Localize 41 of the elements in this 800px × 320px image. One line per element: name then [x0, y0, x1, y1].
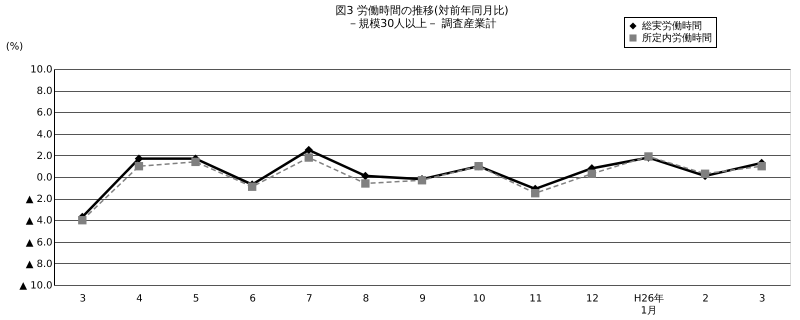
x-tick-label: 9 — [419, 294, 426, 304]
point — [758, 162, 766, 170]
x-tick-label: 3 — [80, 294, 86, 304]
x-tick-label: 5 — [192, 294, 200, 304]
y-tick-label: ▲ 4.0 — [26, 216, 52, 227]
x-tick-label: H26年 1月 — [634, 292, 664, 316]
point — [134, 154, 144, 163]
y-tick-label: ▲ 2.0 — [26, 194, 52, 206]
y-tick-label: ▲ 8.0 — [26, 258, 52, 270]
point — [361, 172, 370, 180]
legend-label: 所定内労働時間 — [642, 32, 712, 44]
point — [248, 182, 256, 191]
y-tick-label: 4.0 — [36, 129, 52, 140]
y-tick-label: 10.0 — [30, 64, 52, 76]
x-tick-label: 2 — [702, 294, 709, 304]
point — [361, 179, 370, 188]
y-tick-label: ▲ 6.0 — [26, 237, 52, 248]
point — [304, 153, 313, 162]
x-tick-label: 4 — [136, 294, 143, 304]
point — [531, 189, 540, 198]
legend-label: 総実労働時間 — [641, 20, 702, 32]
x-tick-label: 6 — [249, 294, 256, 304]
y-tick-label: 0.0 — [36, 172, 52, 184]
x-tick-label: 10 — [472, 294, 486, 304]
y-tick-label: ▲ 10.0 — [19, 280, 52, 292]
point — [700, 170, 710, 178]
point — [134, 162, 144, 170]
y-tick-label: 8.0 — [36, 86, 52, 98]
x-tick-label: 3 — [759, 294, 766, 304]
point — [191, 158, 200, 166]
x-tick-label: 12 — [586, 294, 599, 304]
y-tick-label: 2.0 — [36, 150, 52, 162]
y-axis-title: (%) — [6, 42, 24, 52]
y-tick-label: 6.0 — [36, 108, 52, 119]
chart-title: 図3 労働時間の推移(対前年同月比) －規模30人以上－ 調査産業計 — [335, 4, 509, 30]
x-tick-label: 8 — [362, 294, 370, 304]
point — [304, 146, 313, 154]
point — [78, 216, 86, 224]
point — [588, 170, 596, 178]
x-tick-label: 7 — [306, 294, 312, 304]
x-tick-label: 11 — [529, 294, 542, 304]
